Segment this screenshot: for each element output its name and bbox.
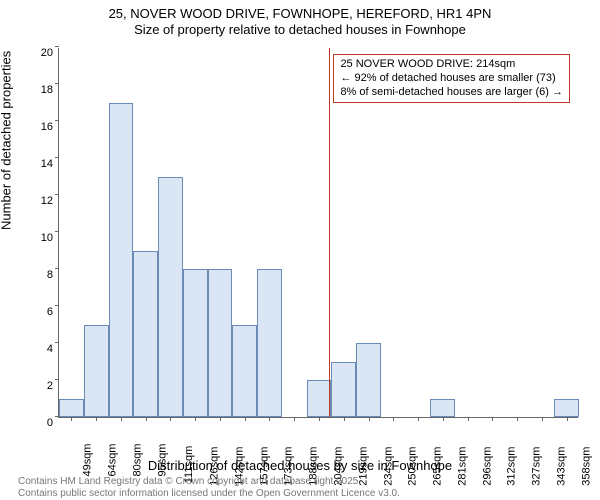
y-tick-mark [55,46,59,47]
histogram-bar [331,362,356,418]
footnote-line-1: Contains HM Land Registry data © Crown c… [18,476,400,488]
x-tick-mark [542,417,543,421]
y-tick-label: 0 [47,417,53,429]
y-tick-mark [55,379,59,380]
histogram-bar [109,103,134,418]
histogram-bar [183,269,208,417]
x-tick-mark [468,417,469,421]
x-tick-mark [71,417,72,421]
title-line-1: 25, NOVER WOOD DRIVE, FOWNHOPE, HEREFORD… [0,6,600,22]
x-axis-label: Distribution of detached houses by size … [0,458,600,473]
histogram-bar [232,325,257,418]
y-tick-label: 8 [47,269,53,281]
x-tick-mark [517,417,518,421]
histogram-bar [158,177,183,418]
y-tick-label: 2 [47,380,53,392]
histogram-bar [554,399,579,418]
chart-title: 25, NOVER WOOD DRIVE, FOWNHOPE, HEREFORD… [0,6,600,39]
y-tick-label: 10 [41,232,53,244]
x-tick-mark [319,417,320,421]
x-tick-mark [220,417,221,421]
histogram-bar [59,399,84,418]
y-tick-mark [55,416,59,417]
y-tick-label: 6 [47,306,53,318]
x-tick-mark [195,417,196,421]
title-line-2: Size of property relative to detached ho… [0,22,600,38]
histogram-bar [257,269,282,417]
x-tick-mark [443,417,444,421]
histogram-bar [307,380,332,417]
reference-line [329,48,330,417]
y-tick-mark [55,120,59,121]
x-tick-mark [369,417,370,421]
x-tick-mark [146,417,147,421]
histogram-bar [208,269,233,417]
x-tick-mark [121,417,122,421]
x-tick-mark [567,417,568,421]
x-tick-mark [170,417,171,421]
plot-area: 25 NOVER WOOD DRIVE: 214sqm ← 92% of det… [58,48,578,418]
y-tick-label: 18 [41,84,53,96]
annotation-line-3: 8% of semi-detached houses are larger (6… [340,86,563,100]
annotation-line-1: 25 NOVER WOOD DRIVE: 214sqm [340,58,563,72]
bars-layer [59,48,578,417]
histogram-bar [84,325,109,418]
x-tick-mark [344,417,345,421]
y-axis-label: Number of detached properties [0,51,14,230]
y-tick-label: 12 [41,195,53,207]
histogram-bar [430,399,455,418]
histogram-bar [356,343,381,417]
x-tick-mark [418,417,419,421]
y-tick-label: 14 [41,158,53,170]
y-tick-mark [55,305,59,306]
y-tick-label: 4 [47,343,53,355]
histogram-bar [133,251,158,418]
y-tick-mark [55,231,59,232]
x-tick-mark [393,417,394,421]
y-tick-mark [55,268,59,269]
x-tick-mark [492,417,493,421]
y-tick-mark [55,342,59,343]
x-tick-mark [245,417,246,421]
x-tick-mark [96,417,97,421]
x-tick-mark [269,417,270,421]
y-tick-mark [55,157,59,158]
annotation-box: 25 NOVER WOOD DRIVE: 214sqm ← 92% of det… [333,54,570,103]
annotation-line-2: ← 92% of detached houses are smaller (73… [340,72,563,86]
y-tick-label: 20 [41,47,53,59]
chart-container: 25, NOVER WOOD DRIVE, FOWNHOPE, HEREFORD… [0,0,600,500]
footnote-line-2: Contains public sector information licen… [18,488,400,500]
y-tick-label: 16 [41,121,53,133]
y-tick-mark [55,194,59,195]
footnote: Contains HM Land Registry data © Crown c… [18,476,400,500]
x-tick-mark [294,417,295,421]
y-tick-mark [55,83,59,84]
